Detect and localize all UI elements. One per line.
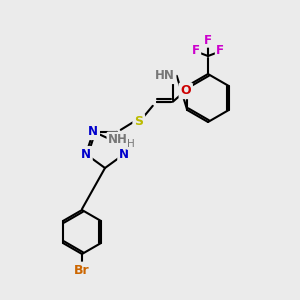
- Text: F: F: [192, 44, 200, 58]
- Text: F: F: [216, 44, 224, 58]
- Text: S: S: [134, 115, 143, 128]
- Text: N: N: [88, 125, 98, 138]
- Text: O: O: [180, 84, 191, 97]
- Text: F: F: [204, 34, 212, 46]
- Text: N: N: [81, 148, 91, 161]
- Text: Br: Br: [74, 263, 90, 277]
- Text: N: N: [119, 148, 129, 161]
- Text: H: H: [127, 139, 135, 149]
- Text: NH: NH: [108, 133, 128, 146]
- Text: HN: HN: [155, 69, 175, 82]
